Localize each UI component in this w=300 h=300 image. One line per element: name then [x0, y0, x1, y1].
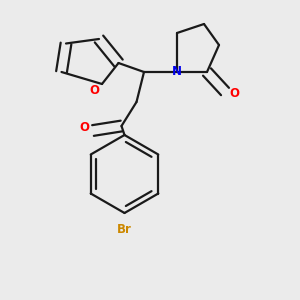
- Text: O: O: [229, 87, 239, 101]
- Text: N: N: [172, 64, 182, 78]
- Text: O: O: [89, 83, 100, 97]
- Text: O: O: [80, 121, 90, 134]
- Text: Br: Br: [117, 223, 132, 236]
